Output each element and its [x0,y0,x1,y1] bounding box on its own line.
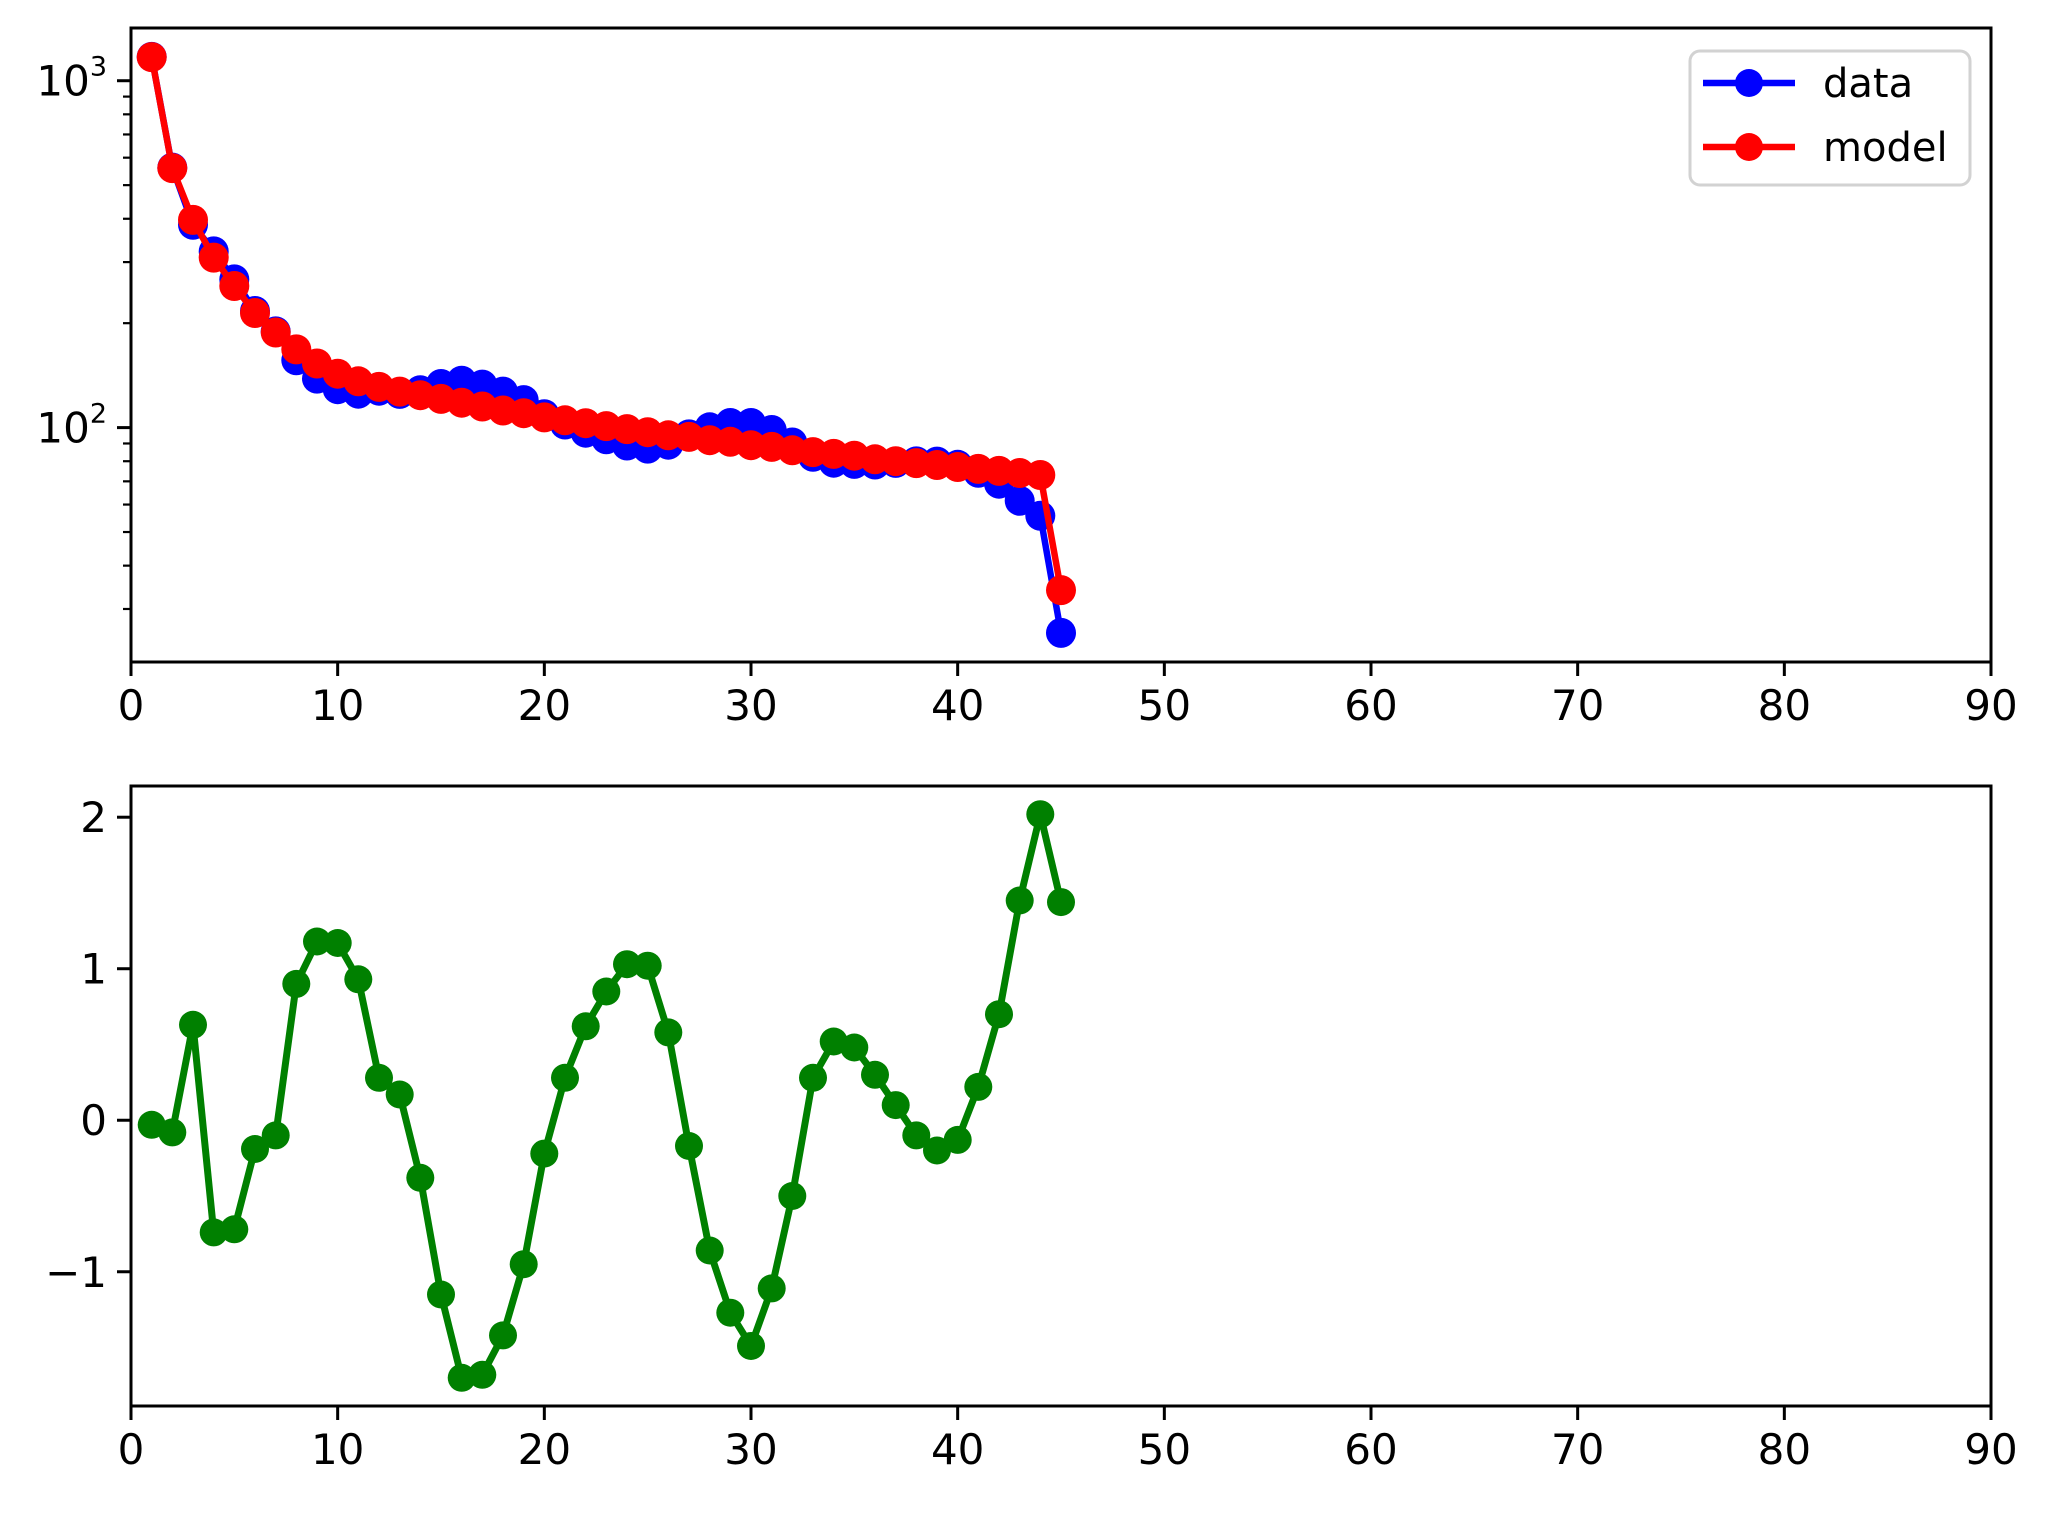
legend-label-data: data [1823,61,1913,107]
marker-residuals [716,1298,745,1327]
marker-residuals [158,1118,187,1147]
x-tick-label: 70 [1551,681,1604,730]
y-tick-label: 102 [36,399,107,453]
marker-residuals [675,1132,703,1160]
marker-model [219,271,250,301]
x-tick-label: 40 [931,1425,984,1474]
x-tick-label: 10 [311,1425,364,1474]
marker-model [136,42,167,73]
x-tick-label: 30 [724,681,777,730]
marker-residuals [985,1000,1013,1029]
model-marker-swatch [1735,133,1763,161]
marker-residuals [365,1063,393,1092]
marker-residuals [613,950,641,979]
marker-residuals [737,1332,765,1360]
marker-residuals [592,977,621,1006]
y-tick-label: 103 [36,52,107,106]
marker-residuals [923,1136,951,1165]
marker-residuals [530,1139,559,1168]
marker-residuals [323,929,352,957]
marker-residuals [509,1250,538,1279]
x-tick-label: 70 [1551,1425,1604,1474]
data-marker-swatch [1735,69,1763,97]
y-tick-label: 2 [80,793,107,842]
legend: data model [1688,49,1972,187]
marker-residuals [447,1363,476,1392]
marker-residuals [344,965,373,994]
x-tick-label: 0 [118,1425,145,1474]
x-tick-label: 20 [518,681,571,730]
legend-item-data: data [1703,61,1913,107]
series-line-residuals [148,810,1065,1382]
marker-residuals [385,1080,414,1109]
marker-residuals [179,1010,207,1039]
marker-residuals [1047,888,1075,917]
marker-residuals [881,1091,910,1120]
y-tick-label: 1 [80,945,107,994]
marker-residuals [778,1182,807,1210]
x-tick-label: 90 [1964,1425,2017,1474]
marker-residuals [571,1012,600,1041]
x-tick-label: 0 [118,681,145,730]
marker-model [157,153,188,184]
top-plot: 0 10 20 30 40 50 60 70 80 90 102 103 [36,26,2018,730]
marker-model [1025,460,1056,490]
marker-residuals [282,969,311,998]
marker-residuals [303,927,331,956]
x-tick-label: 90 [1964,681,2017,730]
marker-residuals [468,1360,497,1389]
x-tick-label: 60 [1344,1425,1397,1474]
marker-residuals [799,1063,827,1092]
y-tick-label: 0 [80,1096,107,1145]
marker-residuals [220,1215,249,1244]
marker-model [240,298,270,328]
marker-residuals [1026,800,1055,829]
marker-model [198,242,229,273]
marker-residuals [964,1072,993,1101]
x-tick-label: 30 [724,1425,777,1474]
marker-model [260,317,291,348]
x-tick-label: 80 [1758,1425,1811,1474]
marker-residuals [241,1135,269,1163]
marker-residuals [757,1274,786,1303]
marker-residuals [427,1280,455,1309]
x-tick-label: 50 [1138,681,1191,730]
marker-residuals [943,1125,972,1154]
x-tick-label: 80 [1758,681,1811,730]
marker-residuals [551,1063,579,1092]
x-tick-label: 20 [518,1425,571,1474]
marker-residuals [1005,886,1034,915]
marker-residuals [695,1236,724,1265]
marker-data [1004,485,1035,516]
bottom-plot: 0 10 20 30 40 50 60 70 80 90 −1 0 1 2 [45,784,2018,1474]
marker-residuals [654,1018,683,1047]
marker-residuals [261,1121,290,1150]
x-tick-label: 50 [1138,1425,1191,1474]
axes-frame [129,784,1993,1408]
marker-data [1046,617,1076,648]
x-tick-label: 10 [311,681,364,730]
legend-label-model: model [1823,125,1948,171]
legend-item-model: model [1703,125,1948,171]
axes-frame [129,26,1993,664]
marker-residuals [199,1218,228,1247]
marker-residuals [406,1163,435,1192]
x-tick-label: 60 [1344,681,1397,730]
marker-model [178,204,208,235]
y-tick-label: −1 [45,1248,107,1297]
marker-model [1046,575,1076,606]
marker-residuals [633,951,662,980]
marker-residuals [489,1321,517,1350]
marker-residuals [902,1121,931,1150]
marker-residuals [861,1060,889,1089]
x-tick-label: 40 [931,681,984,730]
marker-residuals [840,1033,869,1062]
